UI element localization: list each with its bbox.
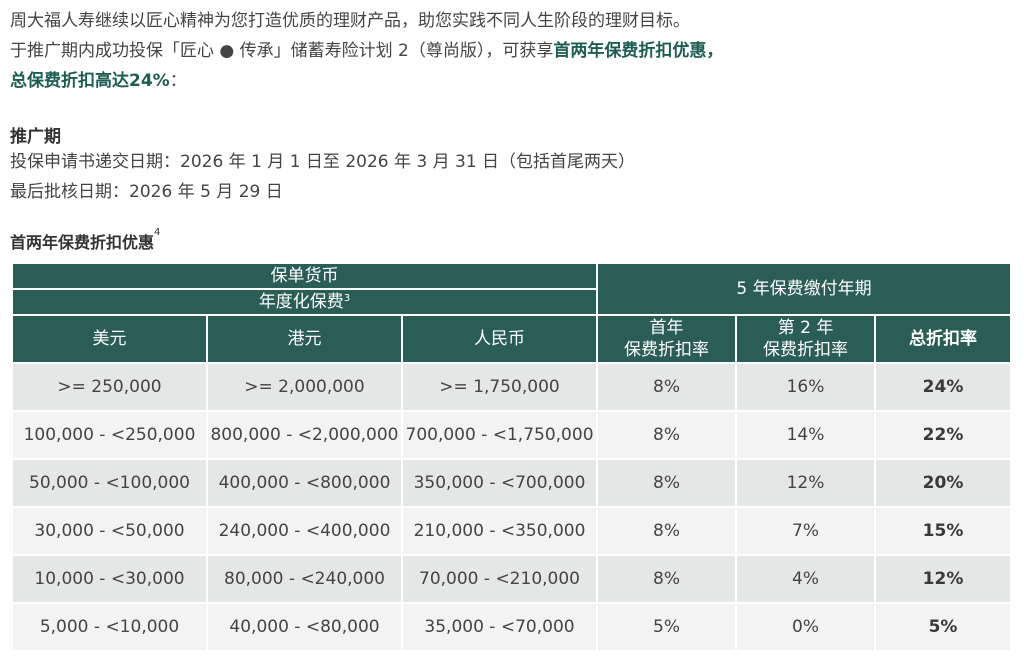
intro-line-2: 于推广期内成功投保「匠心 ● 传承」储蓄寿险计划 2（尊尚版），可获享首两年保费…: [10, 36, 1010, 66]
header-payment-term: 5 年保费缴付年期: [596, 262, 1013, 316]
header-second-year-line-2: 保费折扣率: [763, 340, 849, 360]
intro-line-2-text: 于推广期内成功投保「匠心 ● 传承」储蓄寿险计划 2（尊尚版），可获享: [10, 41, 554, 61]
header-second-year-discount: 第 2 年保费折扣率: [735, 314, 877, 364]
cell-usd: 5,000 - <10,000: [11, 602, 208, 652]
cell-hkd: 800,000 - <2,000,000: [206, 410, 403, 460]
cell-first-year-rate: 8%: [596, 458, 738, 508]
intro-line-1: 周大福人寿继续以匠心精神为您打造优质的理财产品，助您实践不同人生阶段的理财目标。: [10, 11, 690, 31]
cell-rmb: 70,000 - <210,000: [400, 554, 599, 604]
table-row: >= 250,000 >= 2,000,000 >= 1,750,000 8% …: [11, 362, 1013, 412]
promotion-title: 推广期: [10, 127, 61, 147]
discount-table-title: 首两年保费折扣优惠4: [10, 227, 161, 253]
header-usd: 美元: [11, 314, 208, 364]
table-row: 5,000 - <10,000 40,000 - <80,000 35,000 …: [11, 602, 1013, 652]
cell-first-year-rate: 8%: [596, 554, 738, 604]
header-first-year-discount: 首年 保费折扣率: [596, 314, 738, 364]
cell-total-rate: 20%: [874, 458, 1013, 508]
cell-first-year-rate: 8%: [596, 410, 738, 460]
application-period: 投保申请书递交日期：2026 年 1 月 1 日至 2026 年 3 月 31 …: [10, 152, 636, 172]
cell-total-rate: 15%: [874, 506, 1013, 556]
header-rmb: 人民币: [400, 314, 599, 364]
cell-usd: 50,000 - <100,000: [11, 458, 208, 508]
cell-total-rate: 12%: [874, 554, 1013, 604]
header-row-3: 美元 港元 人民币 首年 保费折扣率 第 2 年保费折扣率 总折扣率: [11, 314, 1013, 364]
cell-rmb: 700,000 - <1,750,000: [400, 410, 599, 460]
intro-highlight-first-two-years: 首两年保费折扣优惠，: [553, 41, 724, 61]
discount-table: 保单货币 5 年保费缴付年期 年度化保费3 美元 港元 人民币 首年 保费折扣率 …: [10, 262, 1013, 652]
header-row-2: 年度化保费3: [10, 288, 1011, 316]
table-row: 10,000 - <30,000 80,000 - <240,000 70,00…: [11, 554, 1013, 604]
header-total-discount: 总折扣率: [874, 314, 1013, 364]
header-annualized-premium: 年度化保费3: [10, 288, 599, 316]
cell-hkd: 80,000 - <240,000: [206, 554, 403, 604]
cell-total-rate: 22%: [874, 410, 1013, 460]
cell-rmb: >= 1,750,000: [400, 362, 599, 412]
header-second-year-line-1: 第 2 年: [777, 318, 834, 338]
table-row: 100,000 - <250,000 800,000 - <2,000,000 …: [11, 410, 1013, 460]
intro-line-3: 总保费折扣高达24%：: [10, 66, 1010, 96]
cell-usd: 100,000 - <250,000: [11, 410, 208, 460]
cell-usd: >= 250,000: [11, 362, 208, 412]
header-first-year-line-2: 保费折扣率: [624, 340, 710, 360]
cell-hkd: 240,000 - <400,000: [206, 506, 403, 556]
cell-total-rate: 24%: [874, 362, 1013, 412]
cell-hkd: 400,000 - <800,000: [206, 458, 403, 508]
cell-second-year-rate: 14%: [735, 410, 877, 460]
cell-second-year-rate: 12%: [735, 458, 877, 508]
intro-line-3-suffix: ：: [169, 71, 187, 91]
cell-second-year-rate: 16%: [735, 362, 877, 412]
cell-hkd: 40,000 - <80,000: [206, 602, 403, 652]
intro-highlight-total-discount: 总保费折扣高达24%: [10, 71, 170, 91]
promotion-details: 投保申请书递交日期：2026 年 1 月 1 日至 2026 年 3 月 31 …: [10, 147, 635, 207]
discount-table-title-text: 首两年保费折扣优惠: [10, 233, 155, 252]
cell-hkd: >= 2,000,000: [206, 362, 403, 412]
table-row: 50,000 - <100,000 400,000 - <800,000 350…: [11, 458, 1013, 508]
header-first-year-line-1: 首年: [649, 318, 684, 338]
header-annualized-premium-text: 年度化保费: [258, 292, 344, 312]
cell-total-rate: 5%: [874, 602, 1013, 652]
discount-table-title-note: 4: [154, 227, 161, 238]
header-hkd: 港元: [206, 314, 403, 364]
final-approval-date: 最后批核日期：2026 年 5 月 29 日: [10, 182, 283, 202]
cell-first-year-rate: 8%: [596, 362, 738, 412]
header-row-1: 保单货币 5 年保费缴付年期: [10, 262, 1013, 316]
cell-rmb: 210,000 - <350,000: [400, 506, 599, 556]
cell-rmb: 35,000 - <70,000: [400, 602, 599, 652]
cell-second-year-rate: 4%: [735, 554, 877, 604]
cell-first-year-rate: 8%: [596, 506, 738, 556]
intro-text: 周大福人寿继续以匠心精神为您打造优质的理财产品，助您实践不同人生阶段的理财目标。…: [10, 6, 1010, 96]
table-row: 30,000 - <50,000 240,000 - <400,000 210,…: [11, 506, 1013, 556]
cell-second-year-rate: 7%: [735, 506, 877, 556]
cell-first-year-rate: 5%: [596, 602, 738, 652]
cell-second-year-rate: 0%: [735, 602, 877, 652]
cell-rmb: 350,000 - <700,000: [400, 458, 599, 508]
header-annualized-premium-note: 3: [343, 293, 351, 304]
header-policy-currency: 保单货币: [10, 262, 599, 290]
cell-usd: 30,000 - <50,000: [11, 506, 208, 556]
cell-usd: 10,000 - <30,000: [11, 554, 208, 604]
